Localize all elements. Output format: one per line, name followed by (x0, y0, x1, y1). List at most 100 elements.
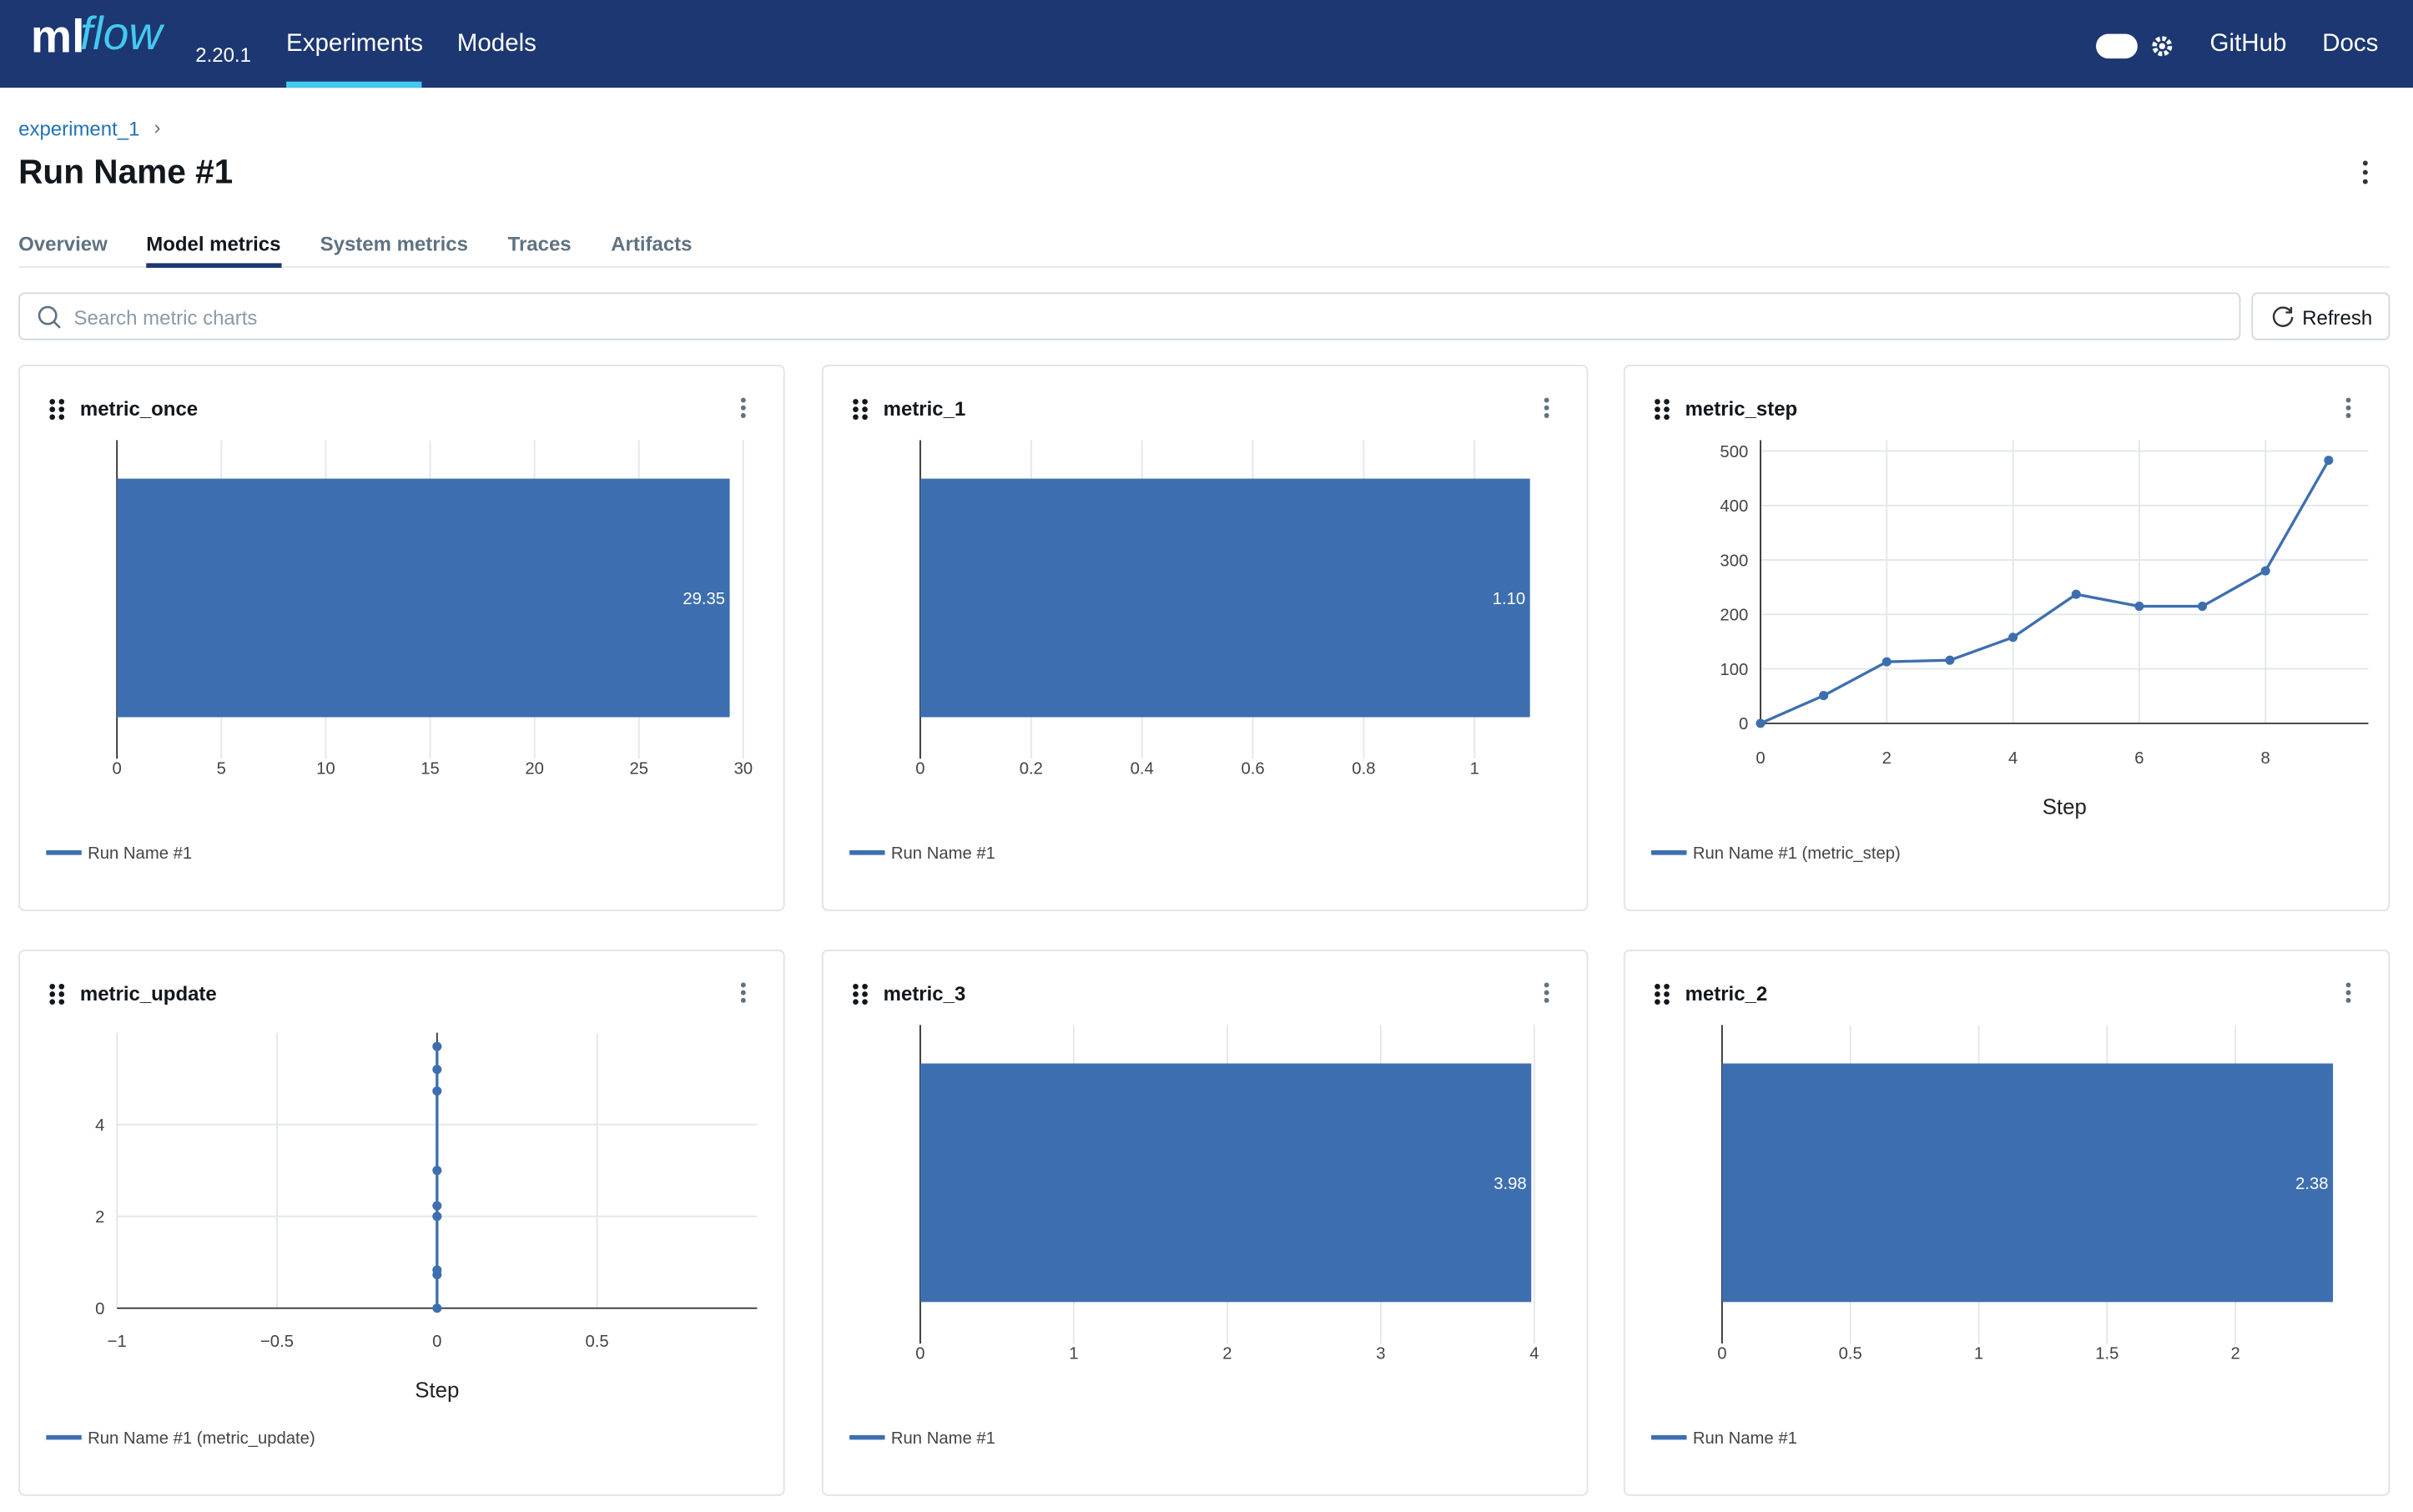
data-point[interactable] (2260, 566, 2270, 576)
drag-handle-dot[interactable] (58, 406, 65, 412)
drag-handle-dot[interactable] (1655, 399, 1660, 405)
legend-label[interactable]: Run Name #1 (88, 844, 192, 863)
legend-label[interactable]: Run Name #1 (metric_update) (88, 1429, 315, 1448)
tab-active[interactable]: Model metrics (146, 232, 281, 256)
nav-link[interactable]: Experiments (286, 30, 424, 58)
chart-menu-dot[interactable] (740, 405, 746, 411)
chart-menu-dot[interactable] (2345, 990, 2351, 995)
chart-menu-dot[interactable] (740, 990, 746, 995)
chart-menu-dot[interactable] (1544, 982, 1549, 988)
breadcrumb-chevron: › (154, 115, 161, 139)
drag-handle-dot[interactable] (862, 991, 868, 997)
drag-handle-dot[interactable] (862, 414, 868, 421)
bar[interactable] (919, 1063, 1532, 1303)
drag-handle-dot[interactable] (49, 999, 56, 1005)
data-point[interactable] (432, 1265, 442, 1275)
drag-handle-dot[interactable] (1664, 991, 1670, 997)
legend-label[interactable]: Run Name #1 (metric_step) (1693, 844, 1901, 863)
drag-handle-dot[interactable] (49, 983, 56, 990)
data-point[interactable] (2198, 602, 2208, 612)
drag-handle-dot[interactable] (862, 999, 868, 1005)
drag-handle-dot[interactable] (862, 983, 868, 990)
drag-handle-dot[interactable] (58, 414, 65, 421)
chart-menu-dot[interactable] (740, 997, 746, 1003)
data-point[interactable] (2008, 633, 2018, 643)
search-box[interactable]: Search metric charts (18, 292, 2241, 340)
drag-handle-dot[interactable] (58, 399, 65, 405)
theme-toggle[interactable] (2096, 33, 2138, 59)
nav-link[interactable]: Models (456, 30, 537, 58)
chart-menu-dot[interactable] (1544, 997, 1549, 1003)
data-point[interactable] (1756, 718, 1766, 728)
chart-menu-dot[interactable] (2345, 413, 2351, 418)
tab[interactable]: System metrics (320, 232, 468, 256)
data-point[interactable] (2324, 456, 2334, 466)
logo-ml[interactable]: ml (30, 12, 85, 63)
drag-handle-dot[interactable] (853, 999, 859, 1005)
data-point[interactable] (1882, 657, 1892, 667)
drag-handle-dot[interactable] (1655, 991, 1660, 997)
drag-handle-dot[interactable] (1664, 399, 1670, 405)
drag-handle-dot[interactable] (58, 983, 65, 990)
drag-handle-dot[interactable] (1655, 414, 1660, 421)
drag-handle-dot[interactable] (1655, 406, 1660, 412)
drag-handle-dot[interactable] (853, 399, 859, 405)
tab[interactable]: Overview (18, 232, 108, 256)
legend-label[interactable]: Run Name #1 (1693, 1429, 1797, 1448)
refresh-button[interactable]: Refresh (2251, 292, 2390, 340)
drag-handle-dot[interactable] (49, 406, 56, 412)
breadcrumb-link[interactable]: experiment_1 (18, 117, 140, 140)
drag-handle-dot[interactable] (1664, 406, 1670, 412)
drag-handle-dot[interactable] (1655, 983, 1660, 990)
drag-handle-dot[interactable] (49, 399, 56, 405)
github-link[interactable]: GitHub (2209, 30, 2287, 58)
drag-handle-dot[interactable] (1664, 983, 1670, 990)
drag-handle-dot[interactable] (58, 991, 65, 997)
drag-handle-dot[interactable] (853, 983, 859, 990)
legend-label[interactable]: Run Name #1 (891, 844, 995, 863)
drag-handle-dot[interactable] (853, 414, 859, 421)
chart-menu-dot[interactable] (1544, 405, 1549, 411)
data-point[interactable] (432, 1086, 442, 1096)
drag-handle-dot[interactable] (1664, 414, 1670, 421)
data-point[interactable] (2071, 589, 2081, 599)
bar[interactable] (117, 478, 730, 718)
more-menu[interactable] (2358, 159, 2373, 186)
drag-handle-dot[interactable] (1664, 999, 1670, 1005)
data-point[interactable] (432, 1166, 442, 1176)
bar[interactable] (919, 478, 1530, 718)
chart-menu-dot[interactable] (2345, 982, 2351, 988)
data-point[interactable] (432, 1041, 442, 1051)
drag-handle-dot[interactable] (862, 399, 868, 405)
settings-icon[interactable] (2150, 34, 2175, 59)
tab[interactable]: Artifacts (611, 232, 693, 256)
drag-handle-dot[interactable] (58, 999, 65, 1005)
data-point[interactable] (2134, 602, 2144, 612)
data-point[interactable] (432, 1212, 442, 1222)
docs-link[interactable]: Docs (2322, 30, 2379, 58)
drag-handle-dot[interactable] (862, 406, 868, 412)
legend-label[interactable]: Run Name #1 (891, 1429, 995, 1448)
data-point[interactable] (432, 1201, 442, 1211)
drag-handle-dot[interactable] (49, 414, 56, 421)
drag-handle-dot[interactable] (853, 406, 859, 412)
logo-flow[interactable]: flow (79, 9, 163, 60)
data-point[interactable] (432, 1065, 442, 1075)
data-point[interactable] (1945, 655, 1955, 665)
chart-menu-dot[interactable] (740, 413, 746, 418)
chart-menu-dot[interactable] (2345, 405, 2351, 411)
chart-menu-dot[interactable] (1544, 397, 1549, 403)
drag-handle-dot[interactable] (1655, 999, 1660, 1005)
chart-menu-dot[interactable] (2345, 997, 2351, 1003)
chart-menu-dot[interactable] (1544, 990, 1549, 995)
tab[interactable]: Traces (507, 232, 572, 256)
bar[interactable] (1721, 1063, 2334, 1303)
data-point[interactable] (1819, 691, 1829, 701)
drag-handle-dot[interactable] (49, 991, 56, 997)
chart-menu-dot[interactable] (2345, 397, 2351, 403)
chart-menu-dot[interactable] (740, 982, 746, 988)
drag-handle-dot[interactable] (853, 991, 859, 997)
chart-menu-dot[interactable] (1544, 413, 1549, 418)
data-point[interactable] (432, 1303, 442, 1313)
chart-menu-dot[interactable] (740, 397, 746, 403)
